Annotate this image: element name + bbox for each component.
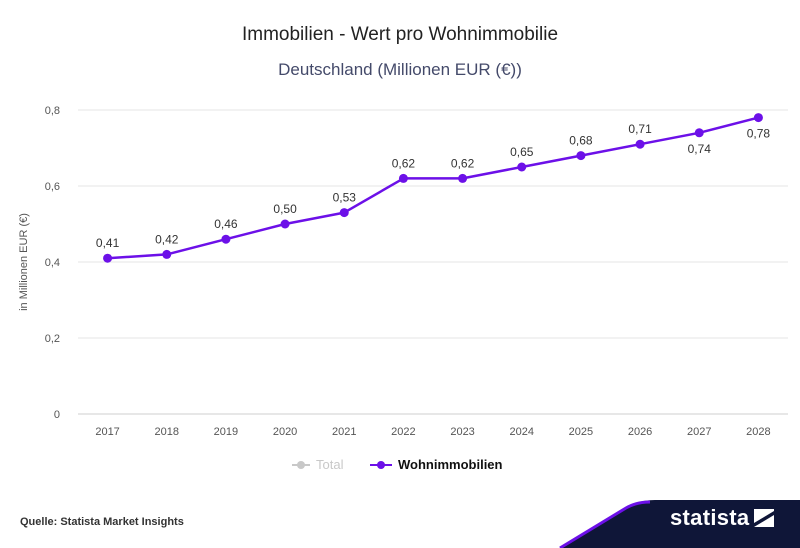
x-tick-label: 2018 — [155, 426, 179, 438]
x-tick-label: 2024 — [510, 426, 534, 438]
data-label: 0,71 — [628, 122, 652, 136]
data-point — [221, 234, 231, 244]
x-tick-label: 2020 — [273, 426, 297, 438]
data-point — [339, 208, 349, 218]
data-point — [517, 162, 527, 172]
data-label: 0,74 — [688, 142, 712, 156]
data-point — [162, 249, 172, 259]
data-label: 0,53 — [333, 191, 357, 205]
data-point — [458, 173, 468, 183]
chart-legend: Total Wohnimmobilien — [0, 457, 800, 477]
y-tick-label: 0 — [54, 409, 60, 421]
data-point — [280, 219, 290, 229]
x-tick-label: 2022 — [391, 426, 415, 438]
brand-wordmark: statista — [670, 505, 750, 530]
legend-total-label: Total — [316, 457, 344, 472]
y-tick-label: 0,6 — [45, 181, 60, 193]
data-label: 0,50 — [273, 202, 297, 216]
data-point — [694, 128, 704, 138]
y-axis-label: in Millionen EUR (€) — [18, 213, 30, 311]
y-tick-label: 0,8 — [45, 105, 60, 117]
data-label: 0,42 — [155, 232, 179, 246]
x-tick-label: 2026 — [628, 426, 652, 438]
source-note: Quelle: Statista Market Insights — [20, 516, 184, 528]
data-label: 0,62 — [392, 156, 416, 170]
x-tick-label: 2019 — [214, 426, 238, 438]
chart-subtitle: Deutschland (Millionen EUR (€)) — [278, 60, 522, 79]
data-label: 0,65 — [510, 145, 534, 159]
y-tick-label: 0,2 — [45, 333, 60, 345]
legend-item-total[interactable]: Total — [292, 457, 343, 472]
data-label: 0,78 — [747, 127, 771, 141]
x-tick-label: 2017 — [95, 426, 119, 438]
data-label: 0,68 — [569, 134, 593, 148]
data-point — [635, 139, 645, 149]
x-tick-label: 2025 — [569, 426, 593, 438]
x-tick-label: 2023 — [450, 426, 474, 438]
data-point — [753, 113, 763, 123]
data-label: 0,46 — [214, 217, 238, 231]
x-tick-label: 2028 — [746, 426, 770, 438]
statista-mark-icon — [754, 509, 775, 527]
legend-total-marker-icon — [292, 460, 310, 469]
legend-wohnimmobilien-marker-icon — [370, 460, 392, 469]
x-tick-label: 2021 — [332, 426, 356, 438]
chart-title: Immobilien - Wert pro Wohnimmobilie — [241, 24, 559, 45]
statista-logo[interactable]: statista — [670, 505, 775, 531]
y-tick-label: 0,4 — [45, 257, 60, 269]
data-label: 0,62 — [451, 156, 475, 170]
data-label: 0,41 — [96, 236, 120, 250]
legend-item-wohnimmobilien[interactable]: Wohnimmobilien — [370, 457, 502, 472]
data-point — [103, 253, 113, 263]
series-line-wohnimmobilien — [107, 116, 759, 260]
legend-wohnimmobilien-label: Wohnimmobilien — [398, 457, 503, 472]
data-point — [398, 173, 408, 183]
data-point — [576, 151, 586, 161]
x-tick-label: 2027 — [687, 426, 711, 438]
